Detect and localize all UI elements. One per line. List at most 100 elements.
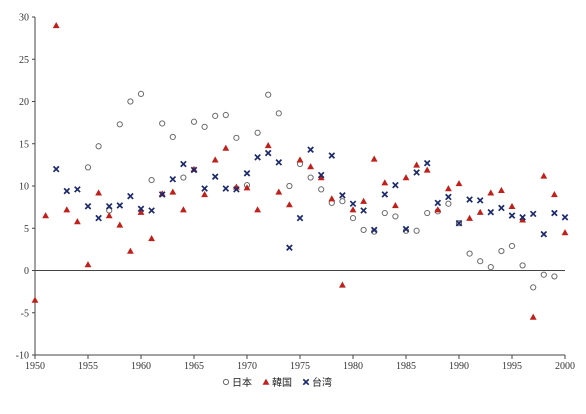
data-point [551, 273, 558, 280]
x-tick-label: 1990 [449, 361, 469, 372]
legend-marker [262, 378, 270, 385]
data-point [477, 258, 484, 265]
data-point [476, 208, 484, 215]
data-point [286, 244, 293, 251]
data-point [551, 209, 558, 217]
data-point [201, 191, 208, 198]
y-axis: -10 -5 0 5 10 15 20 25 30 [16, 13, 35, 362]
data-point [148, 176, 155, 184]
data-point [84, 202, 92, 210]
data-point [381, 191, 389, 198]
data-point [529, 210, 537, 218]
data-point [42, 212, 49, 219]
data-point [265, 91, 272, 98]
y-tick-label: 30 [19, 13, 29, 24]
data-point [519, 262, 526, 269]
plot-frame [34, 17, 565, 356]
x-tick-label: 1955 [78, 361, 98, 372]
data-point [392, 213, 399, 220]
data-point [137, 205, 145, 213]
data-point [349, 215, 357, 222]
data-point [370, 226, 378, 234]
data-point [116, 121, 123, 128]
data-points [31, 22, 569, 320]
data-point [74, 218, 81, 225]
y-tick-label: -5 [21, 308, 29, 319]
data-point [74, 186, 81, 193]
data-point [95, 214, 102, 222]
data-point [201, 185, 208, 192]
x-axis: 1950 1955 1960 1965 1970 1975 1980 1985 1990 1995… [25, 355, 575, 372]
data-point [137, 208, 145, 215]
data-point [180, 160, 187, 168]
data-point [434, 206, 442, 213]
data-point [381, 179, 389, 186]
data-point [370, 155, 378, 162]
data-point [222, 144, 230, 151]
data-point [127, 247, 134, 254]
data-point [296, 214, 304, 222]
data-point [286, 182, 293, 190]
data-point [286, 201, 293, 208]
data-point [254, 206, 261, 213]
data-point [476, 197, 484, 204]
data-point [519, 213, 526, 221]
data-point [158, 191, 166, 198]
data-point [424, 209, 431, 217]
y-tick-label: 15 [19, 139, 29, 150]
data-point [148, 234, 155, 242]
data-point [413, 227, 420, 234]
data-point [233, 134, 240, 141]
data-point [116, 202, 124, 209]
data-point [63, 187, 71, 195]
data-point [254, 129, 261, 136]
data-point [52, 22, 60, 29]
y-tick-label: 0 [24, 266, 29, 277]
data-point [434, 199, 442, 207]
data-point [127, 192, 134, 200]
data-point [487, 208, 495, 216]
data-point [445, 185, 452, 192]
legend-marker [222, 378, 230, 386]
data-point [339, 191, 346, 199]
data-point [63, 206, 71, 213]
data-point [360, 226, 367, 234]
data-point [52, 165, 60, 173]
data-point [84, 164, 92, 171]
data-point [466, 250, 473, 257]
data-point [307, 174, 314, 181]
legend-marker [302, 378, 310, 386]
data-point [466, 214, 473, 221]
x-tick-label: 1970 [237, 361, 257, 372]
data-point [254, 153, 261, 161]
data-point [159, 120, 166, 127]
data-point [360, 207, 367, 214]
data-point [275, 159, 283, 166]
y-tick-label: 5 [24, 224, 29, 235]
data-point [137, 90, 145, 97]
x-tick-label: 1950 [25, 361, 45, 372]
data-point [84, 261, 92, 268]
data-point [339, 198, 346, 205]
data-point [445, 200, 452, 207]
data-point [540, 172, 548, 179]
data-point [180, 206, 187, 213]
data-point [190, 166, 198, 174]
x-tick-label: 1985 [396, 361, 416, 372]
legend: 日本 韓国 台湾 [222, 376, 332, 389]
y-tick-label: 20 [19, 97, 29, 108]
data-point [264, 142, 272, 149]
data-point [105, 212, 113, 219]
y-tick-label: -10 [16, 351, 29, 362]
data-point [275, 110, 282, 117]
data-point [561, 213, 569, 221]
data-point [222, 185, 230, 192]
data-point [413, 169, 420, 176]
data-point [212, 112, 219, 119]
y-tick-label: 10 [19, 182, 29, 193]
data-point [508, 212, 516, 219]
data-point [498, 247, 505, 255]
data-point [233, 186, 240, 193]
data-point [201, 123, 208, 130]
data-point [211, 156, 219, 163]
